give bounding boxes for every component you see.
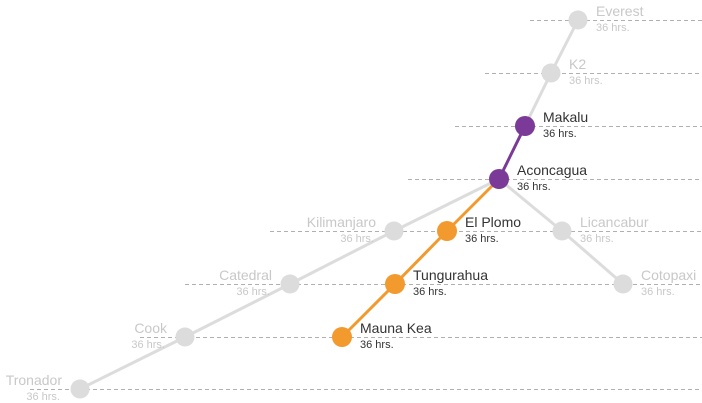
- node-everest: [568, 10, 588, 30]
- label-everest: Everest: [596, 3, 644, 19]
- hours-mauna-kea: 36 hrs.: [360, 339, 394, 351]
- link-aconcagua-to-el-plomo: [445, 177, 501, 233]
- node-kilimanjaro: [384, 221, 404, 241]
- label-licancabur: Licancabur: [580, 214, 649, 230]
- node-k2: [541, 63, 561, 83]
- link-aconcagua-to-licancabur: [497, 177, 564, 233]
- hours-k2: 36 hrs.: [569, 75, 603, 87]
- link-licancabur-to-cotopaxi: [560, 229, 625, 286]
- hours-everest: 36 hrs.: [596, 22, 630, 34]
- label-mauna-kea: Mauna Kea: [360, 320, 432, 336]
- node-catedral: [280, 274, 300, 294]
- node-tungurahua: [385, 274, 405, 294]
- hours-licancabur: 36 hrs.: [580, 233, 614, 245]
- hours-aconcagua: 36 hrs.: [517, 181, 551, 193]
- label-tungurahua: Tungurahua: [413, 267, 488, 283]
- label-cook: Cook: [134, 320, 168, 336]
- hours-cotopaxi: 36 hrs.: [641, 286, 675, 298]
- labels: Everest 36 hrs. K2 36 hrs. Makalu 36 hrs. Acon…: [6, 3, 697, 403]
- link-el-plomo-to-tungurahua: [393, 229, 449, 286]
- link-kilimanjaro-to-catedral: [288, 229, 396, 286]
- link-tungurahua-to-mauna-kea: [340, 282, 397, 339]
- node-makalu: [515, 116, 535, 136]
- label-el-plomo: El Plomo: [465, 214, 521, 230]
- label-catedral: Catedral: [219, 267, 272, 283]
- hours-catedral: 36 hrs.: [236, 286, 270, 298]
- hours-makalu: 36 hrs.: [543, 128, 577, 140]
- label-kilimanjaro: Kilimanjaro: [307, 214, 376, 230]
- label-cotopaxi: Cotopaxi: [641, 267, 696, 283]
- label-k2: K2: [569, 56, 586, 72]
- node-cook: [175, 327, 195, 347]
- node-mauna-kea: [332, 327, 352, 347]
- node-el-plomo: [437, 221, 457, 241]
- nodes: [70, 10, 633, 399]
- link-catedral-to-cook: [183, 282, 292, 339]
- hours-cook: 36 hrs.: [131, 339, 165, 351]
- hours-tronador: 36 hrs.: [26, 391, 60, 403]
- label-makalu: Makalu: [543, 109, 588, 125]
- node-cotopaxi: [613, 274, 633, 294]
- hours-kilimanjaro: 36 hrs.: [340, 233, 374, 245]
- label-aconcagua: Aconcagua: [517, 162, 587, 178]
- links: [78, 18, 625, 391]
- hours-el-plomo: 36 hrs.: [465, 233, 499, 245]
- link-everest-to-k2: [549, 18, 580, 75]
- node-tronador: [70, 379, 90, 399]
- link-cook-to-tronador: [78, 335, 187, 391]
- link-aconcagua-to-kilimanjaro: [392, 177, 501, 233]
- node-aconcagua: [489, 169, 509, 189]
- node-licancabur: [552, 221, 572, 241]
- hours-tungurahua: 36 hrs.: [413, 286, 447, 298]
- label-tronador: Tronador: [6, 372, 63, 388]
